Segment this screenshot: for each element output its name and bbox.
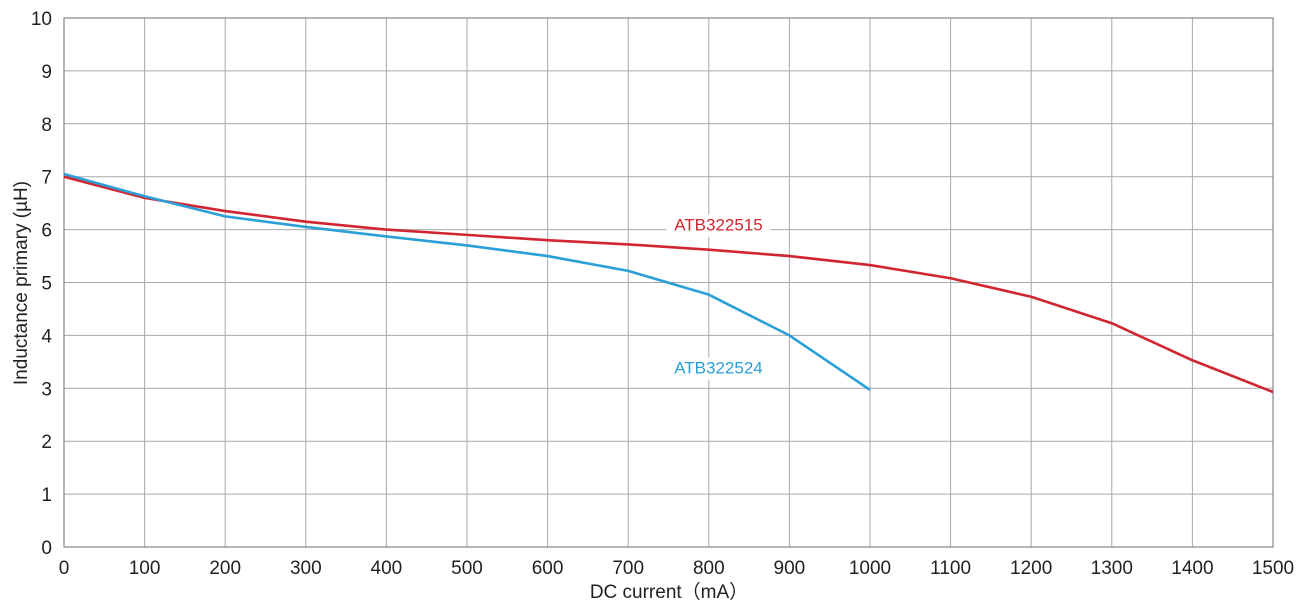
x-tick-1100: 1100 [930,558,971,579]
y-tick-4: 4 [41,326,52,347]
y-tick-9: 9 [41,62,52,83]
x-tick-900: 900 [774,558,806,579]
x-tick-1200: 1200 [1010,558,1052,579]
y-tick-2: 2 [41,432,52,453]
series-label-ATB322524: ATB322524 [674,358,763,377]
y-tick-7: 7 [41,168,52,189]
series-label-ATB322515: ATB322515 [674,216,763,235]
y-tick-0: 0 [41,538,52,559]
y-tick-10: 10 [31,9,52,30]
x-tick-1000: 1000 [849,558,891,579]
series-labels: ATB322515 ATB322524 [666,214,771,380]
y-tick-8: 8 [41,115,52,136]
x-tick-labels: 0 100 200 300 400 500 600 700 800 900 1000 1100 1200… [59,558,1294,579]
series-line-ATB322524 [63,172,871,391]
x-tick-1500: 1500 [1252,558,1294,579]
y-tick-1: 1 [41,485,52,506]
y-tick-labels: 0 1 2 3 4 5 6 7 8 9 10 [31,9,53,559]
series-lines [63,172,1274,394]
y-axis-label: Inductance primary (µH) [11,181,32,385]
series-line-ATB322515 [63,175,1274,394]
x-tick-800: 800 [693,558,725,579]
x-tick-600: 600 [532,558,564,579]
series-label-bg-ATB322524 [666,357,771,380]
x-tick-700: 700 [612,558,644,579]
x-tick-200: 200 [209,558,241,579]
series-label-bg-ATB322515 [666,214,771,237]
x-tick-100: 100 [129,558,161,579]
x-tick-500: 500 [451,558,483,579]
x-tick-1300: 1300 [1091,558,1133,579]
plot-frame [63,17,1274,548]
x-tick-1400: 1400 [1171,558,1213,579]
x-tick-300: 300 [290,558,322,579]
y-tick-3: 3 [41,379,52,400]
x-tick-0: 0 [59,558,70,579]
y-tick-5: 5 [41,274,52,295]
grid [63,17,1274,548]
x-axis-label: DC current（mA） [590,581,748,603]
y-tick-6: 6 [41,221,52,242]
x-tick-400: 400 [371,558,403,579]
